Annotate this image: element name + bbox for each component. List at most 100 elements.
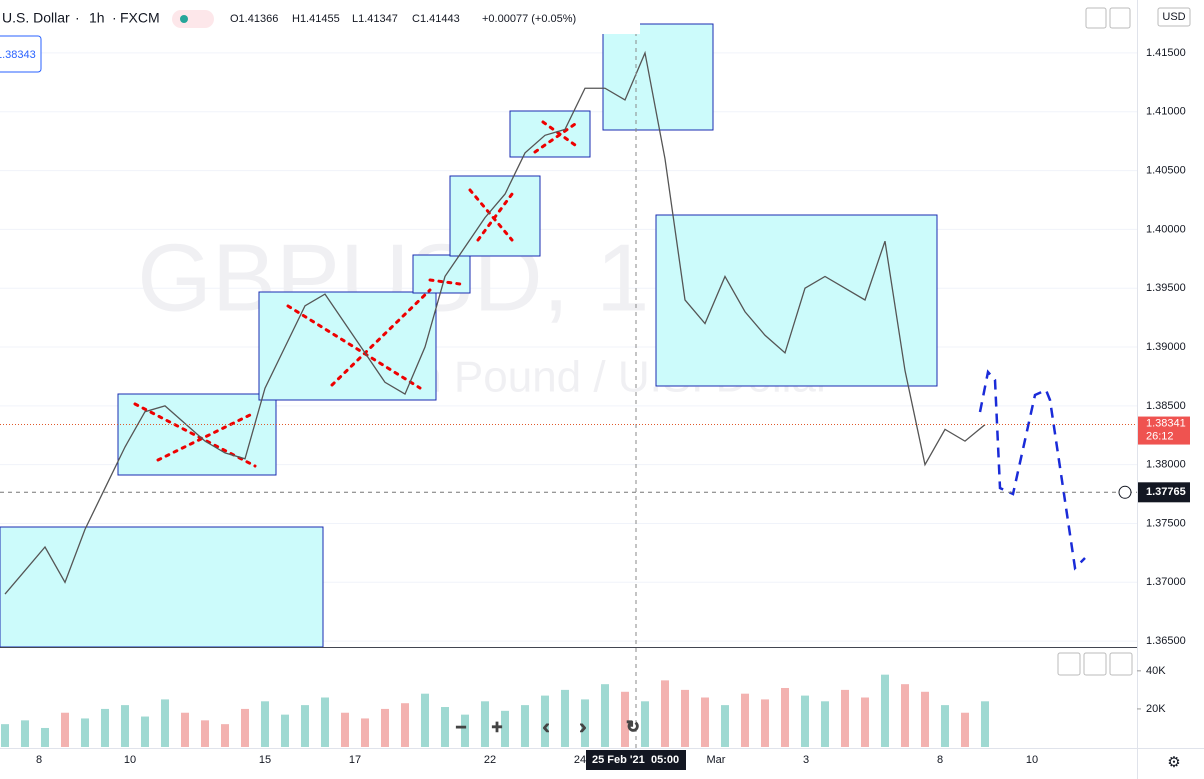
volume-bar	[381, 708, 389, 747]
x-tick-label: Mar	[707, 754, 726, 766]
zoom-in[interactable]: +	[491, 716, 503, 738]
volume-bar	[921, 691, 929, 747]
volume-bar	[521, 705, 529, 747]
crosshair-price: 1.37765	[1146, 486, 1186, 498]
source: FXCM	[120, 10, 160, 26]
reset[interactable]: ↻	[626, 718, 641, 737]
ohlc-low: L1.41347	[352, 13, 398, 25]
pane-close-button[interactable]	[1083, 652, 1107, 676]
volume-bar	[261, 701, 269, 747]
last-price-label: 1.38341	[1146, 417, 1186, 429]
volume-tick-label: 40K	[1146, 665, 1166, 677]
x-tick-label: 24	[574, 754, 586, 766]
volume-bar	[181, 712, 189, 747]
volume-bar	[141, 716, 149, 747]
y-tick-label: 1.37000	[1146, 576, 1186, 588]
zone	[655, 214, 938, 387]
x-tick-label: 10	[1026, 754, 1038, 766]
interval: 1h	[89, 10, 105, 26]
volume-bar	[581, 699, 589, 747]
symbol: U.S. Dollar	[2, 10, 70, 26]
volume-bar	[621, 691, 629, 747]
zone	[602, 23, 714, 131]
volume-bar	[441, 707, 449, 747]
volume-bar	[801, 695, 809, 747]
x-tick-label: 17	[349, 754, 361, 766]
maximize-button[interactable]	[1109, 7, 1131, 29]
y-tick-label: 1.40500	[1146, 164, 1186, 176]
crosshair-handle	[1118, 485, 1132, 499]
scroll-right[interactable]: ›	[579, 716, 587, 738]
svg-text:·: ·	[75, 10, 80, 26]
crosshair-date-box	[586, 750, 686, 770]
volume-bar	[241, 708, 249, 747]
y-tick-label: 1.39500	[1146, 282, 1186, 294]
last-price-box	[1138, 416, 1190, 445]
volume-bar	[701, 697, 709, 747]
volume-bar	[81, 718, 89, 747]
volume-bar	[401, 703, 409, 747]
volume-bar	[881, 674, 889, 747]
header-bg	[0, 0, 640, 34]
volume-bar	[61, 712, 69, 747]
y-tick-label: 1.38000	[1146, 459, 1186, 471]
settings[interactable]: ⚙	[1167, 754, 1180, 771]
zoom-out[interactable]: −	[455, 716, 467, 738]
volume-bar	[281, 714, 289, 747]
scroll-left[interactable]: ‹	[542, 716, 550, 738]
price-badge[interactable]	[0, 35, 42, 73]
crosshair-price-box	[1138, 482, 1190, 503]
volume-bar	[781, 687, 789, 747]
volume-bar	[721, 705, 729, 747]
volume-bar	[561, 689, 569, 747]
volume-bar	[201, 720, 209, 747]
scroll-button[interactable]	[1085, 7, 1107, 29]
currency: USD	[1162, 11, 1185, 23]
volume-bar	[601, 684, 609, 747]
volume-bar	[681, 689, 689, 747]
svg-text:·: ·	[112, 10, 117, 26]
volume-bar	[821, 701, 829, 747]
y-tick-label: 1.38500	[1146, 400, 1186, 412]
status-dot	[180, 15, 188, 23]
volume-bar	[301, 705, 309, 747]
x-tick-label: 3	[803, 754, 809, 766]
y-tick-label: 1.41500	[1146, 47, 1186, 59]
volume-bar	[121, 705, 129, 747]
volume-bar	[641, 701, 649, 747]
y-tick-label: 1.39000	[1146, 341, 1186, 353]
volume-bar	[741, 693, 749, 747]
status-pill[interactable]	[172, 10, 214, 28]
volume-bar	[461, 714, 469, 747]
volume-bar	[501, 710, 509, 747]
pane-max-button[interactable]	[1109, 652, 1133, 676]
volume-bar	[101, 708, 109, 747]
x-tick-label: 8	[36, 754, 42, 766]
x-tick-label: 22	[484, 754, 496, 766]
volume-bar	[161, 699, 169, 747]
pattern-lines	[133, 120, 580, 468]
x-tick-label: 15	[259, 754, 271, 766]
volume-bar	[961, 712, 969, 747]
volume-bar	[421, 693, 429, 747]
pane-up-button[interactable]	[1057, 652, 1081, 676]
ohlc-high: H1.41455	[292, 13, 340, 25]
volume-bar	[221, 724, 229, 747]
zone	[258, 291, 437, 401]
y-tick-label: 1.40000	[1146, 223, 1186, 235]
volume-bar	[761, 699, 769, 747]
volume-bar	[321, 697, 329, 747]
y-tick-label: 1.41000	[1146, 106, 1186, 118]
currency-button[interactable]	[1157, 7, 1191, 27]
crosshair-time: 05:00	[651, 754, 679, 766]
volume-bar	[21, 720, 29, 747]
y-tick-label: 1.36500	[1146, 635, 1186, 647]
ohlc-close: C1.41443	[412, 13, 460, 25]
volume-bar	[41, 727, 49, 747]
price-line	[4, 50, 986, 595]
volume-bar	[841, 689, 849, 747]
volume-bar	[941, 705, 949, 747]
volume-bar	[981, 701, 989, 747]
